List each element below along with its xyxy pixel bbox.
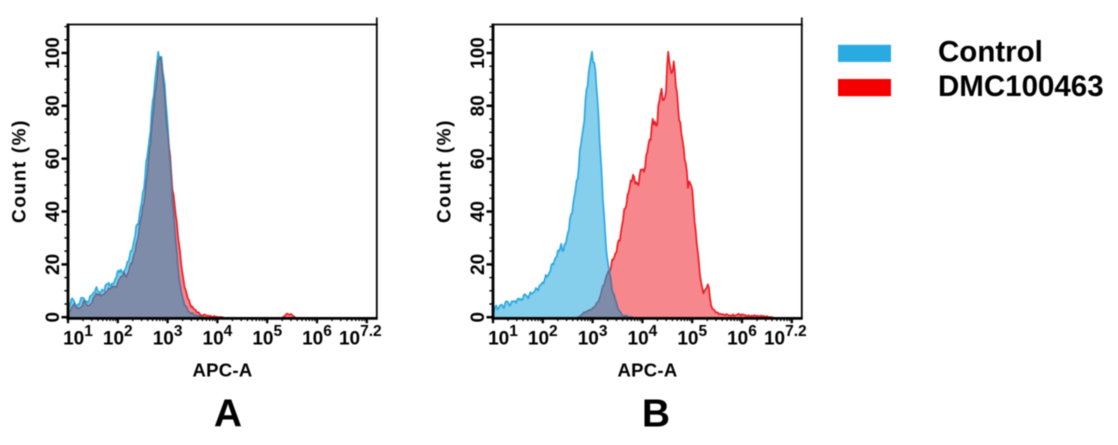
svg-text:0: 0: [468, 312, 489, 323]
svg-text:A: A: [214, 393, 242, 436]
svg-text:Count (%): Count (%): [10, 119, 31, 223]
svg-text:Control: Control: [938, 36, 1043, 69]
svg-text:20: 20: [468, 254, 489, 275]
svg-text:B: B: [642, 393, 670, 436]
svg-text:APC-A: APC-A: [617, 360, 677, 381]
svg-text:0: 0: [43, 312, 64, 323]
svg-text:80: 80: [468, 95, 489, 116]
svg-text:APC-A: APC-A: [192, 360, 252, 381]
svg-text:60: 60: [43, 148, 64, 169]
svg-text:100: 100: [43, 37, 64, 69]
svg-text:40: 40: [468, 201, 489, 222]
svg-text:Count (%): Count (%): [435, 119, 456, 223]
svg-text:40: 40: [43, 201, 64, 222]
svg-text:60: 60: [468, 148, 489, 169]
svg-text:DMC100463: DMC100463: [938, 70, 1104, 103]
svg-text:20: 20: [43, 254, 64, 275]
svg-text:100: 100: [468, 37, 489, 69]
svg-text:80: 80: [43, 95, 64, 116]
